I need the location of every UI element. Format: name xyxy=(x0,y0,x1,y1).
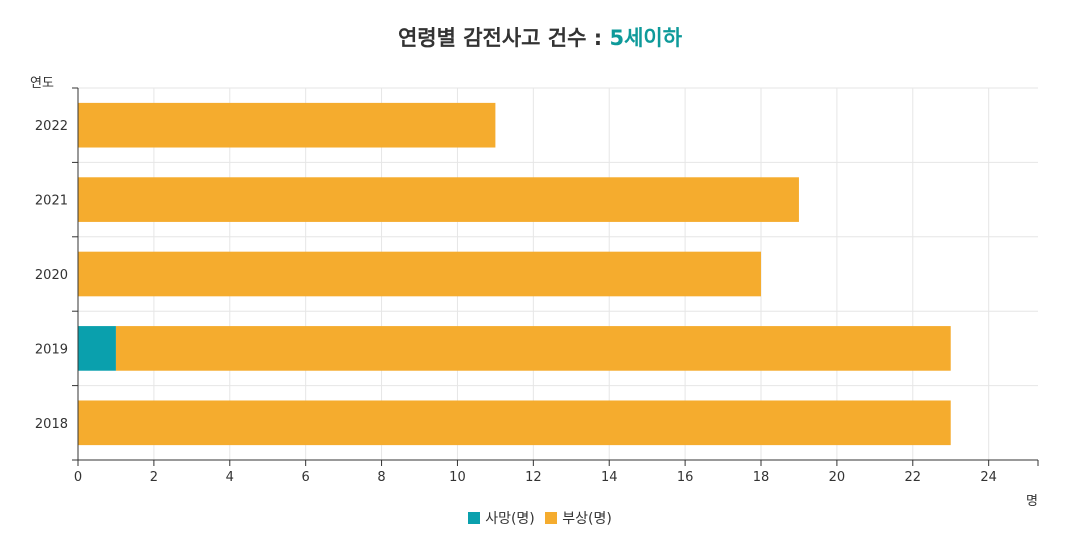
bar-segment xyxy=(78,251,762,297)
bar-segment xyxy=(78,326,116,371)
legend-label-injury: 부상(명) xyxy=(562,511,612,527)
legend-swatch-injury xyxy=(545,512,558,524)
x-tick-label: 6 xyxy=(302,470,310,485)
chart-title: 연령별 감전사고 건수 : 5세이하 xyxy=(0,22,1080,52)
x-tick-label: 22 xyxy=(905,470,922,485)
x-tick-label: 2 xyxy=(150,470,158,485)
x-tick-label: 4 xyxy=(226,470,234,485)
x-tick-label: 10 xyxy=(449,470,466,485)
bar-segment xyxy=(78,400,951,446)
y-axis-label: 연도 xyxy=(30,76,54,91)
bar-segment xyxy=(115,326,951,371)
x-tick-label: 24 xyxy=(980,470,997,485)
legend-item-injury[interactable]: 부상(명) xyxy=(545,508,612,528)
y-tick-label: 2020 xyxy=(35,268,68,283)
chart-title-prefix: 연령별 감전사고 건수 : xyxy=(397,26,610,50)
x-tick-label: 12 xyxy=(525,470,542,485)
chart-legend: 사망(명) 부상(명) xyxy=(0,508,1080,528)
x-tick-label: 14 xyxy=(601,470,618,485)
chart-title-highlight: 5세이하 xyxy=(609,26,683,50)
legend-item-death[interactable]: 사망(명) xyxy=(468,508,535,528)
x-axis-label: 명 xyxy=(1026,494,1038,509)
x-tick-label: 18 xyxy=(753,470,770,485)
x-tick-label: 8 xyxy=(377,470,385,485)
y-tick-label: 2018 xyxy=(35,417,68,432)
x-tick-label: 20 xyxy=(829,470,846,485)
bar-segment xyxy=(78,177,799,222)
y-tick-label: 2022 xyxy=(35,119,68,134)
x-tick-label: 16 xyxy=(677,470,694,485)
y-tick-label: 2021 xyxy=(35,194,68,209)
y-tick-label: 2019 xyxy=(35,342,68,357)
bar-segment xyxy=(78,102,496,148)
x-tick-label: 0 xyxy=(74,470,82,485)
legend-label-death: 사망(명) xyxy=(485,511,535,527)
legend-swatch-death xyxy=(468,512,481,524)
